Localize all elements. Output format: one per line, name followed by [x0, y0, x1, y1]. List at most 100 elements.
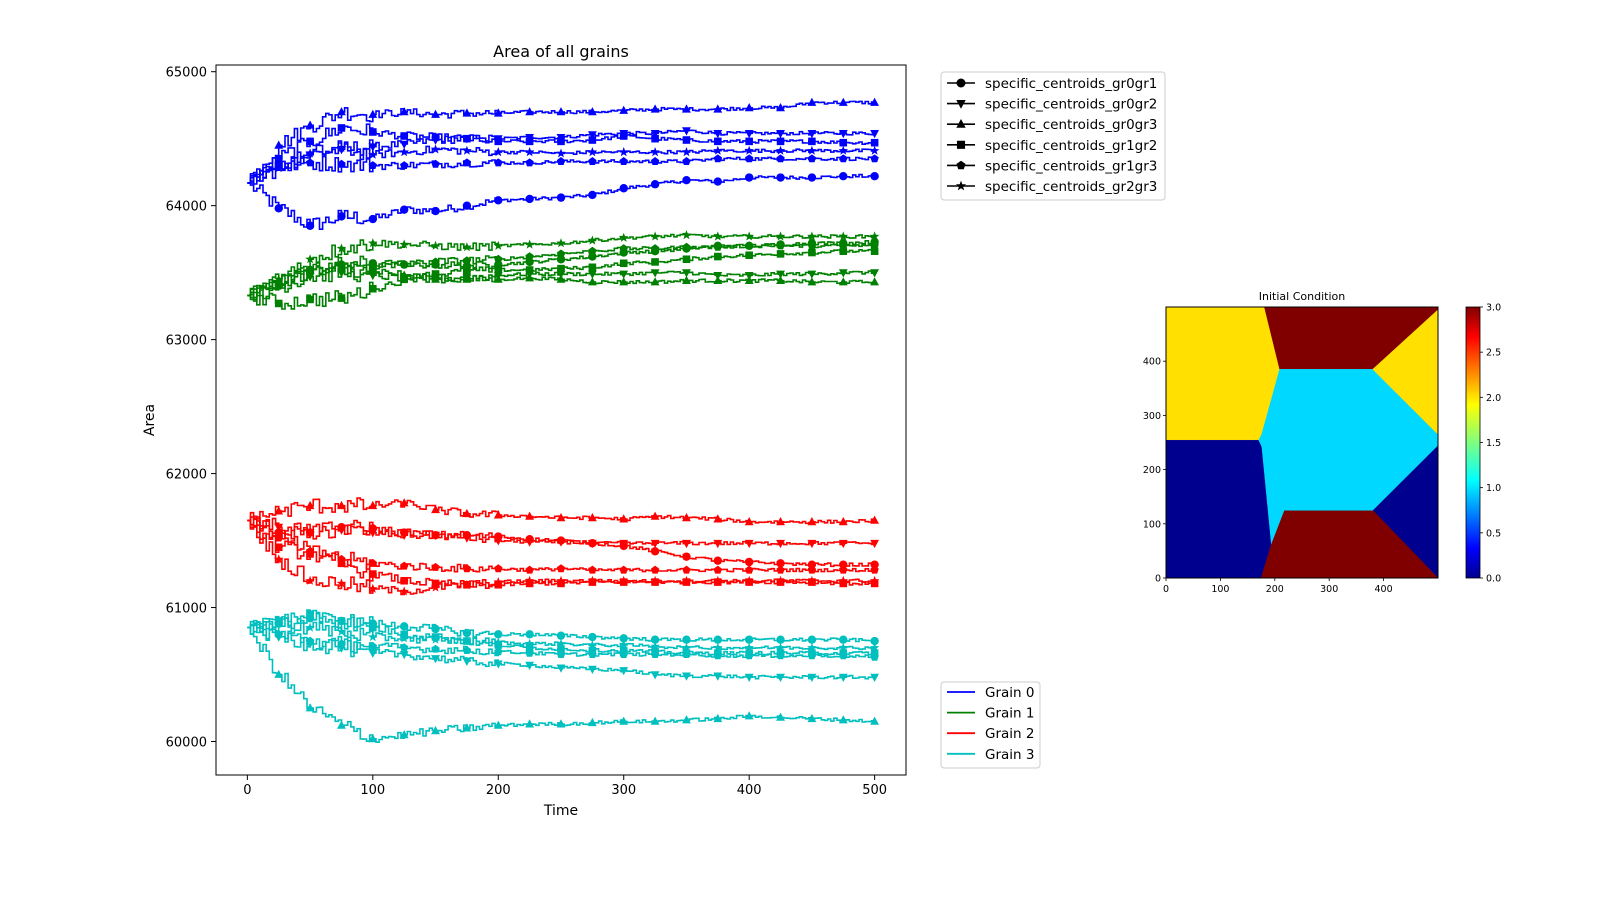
data-point-marker — [713, 556, 723, 565]
data-point-marker — [869, 575, 880, 585]
data-point-marker — [399, 651, 409, 660]
data-point-marker — [274, 533, 283, 542]
data-point-marker — [430, 634, 441, 644]
data-point-marker — [273, 618, 284, 628]
grain-region-value-2 — [1165, 306, 1280, 441]
data-point-marker — [650, 671, 660, 680]
star-marker-icon — [955, 180, 967, 191]
data-point-marker — [524, 638, 535, 648]
heatmap-y-tick-label: 400 — [1143, 357, 1161, 368]
data-point-marker — [588, 539, 597, 549]
data-point-marker — [525, 194, 534, 204]
series-line-grain3-triangle-up — [247, 623, 876, 743]
data-point-marker — [870, 539, 879, 549]
data-point-marker — [368, 109, 378, 118]
data-point-marker — [337, 124, 346, 132]
data-point-marker — [682, 136, 691, 144]
data-point-marker — [682, 672, 691, 681]
data-point-marker — [556, 575, 566, 585]
data-point-marker — [494, 564, 503, 573]
data-point-marker — [807, 713, 817, 723]
data-point-marker — [524, 147, 535, 157]
data-point-marker — [557, 137, 565, 146]
x-tick-label: 0 — [243, 783, 251, 798]
data-point-marker — [337, 294, 346, 302]
data-point-marker — [431, 274, 440, 283]
data-point-marker — [588, 513, 597, 522]
grain-legend-entry: Grain 0 — [947, 685, 1034, 701]
data-point-marker — [619, 634, 628, 643]
data-point-marker — [462, 274, 472, 283]
data-point-marker — [744, 130, 754, 139]
data-point-marker — [462, 201, 472, 210]
heatmap-x-tick-label: 300 — [1320, 584, 1338, 595]
heatmap-y-tick-label: 100 — [1143, 519, 1161, 530]
data-point-marker — [838, 231, 849, 241]
marker-legend-label: specific_centroids_gr0gr3 — [985, 117, 1157, 133]
marker-legend-label: specific_centroids_gr1gr3 — [985, 158, 1157, 174]
data-point-marker — [274, 281, 283, 290]
data-point-marker — [839, 565, 848, 574]
data-point-marker — [807, 635, 817, 644]
data-point-marker — [807, 130, 817, 139]
data-point-marker — [776, 635, 785, 644]
data-point-marker — [368, 642, 377, 650]
data-point-marker — [839, 154, 848, 163]
data-point-marker — [807, 277, 817, 286]
data-point-marker — [807, 241, 817, 250]
data-point-marker — [650, 130, 660, 139]
data-point-marker — [838, 277, 848, 286]
data-point-marker — [744, 173, 754, 182]
data-point-marker — [870, 673, 879, 682]
triangle-up-marker-icon — [956, 119, 966, 128]
data-point-marker — [619, 244, 628, 253]
data-point-marker — [274, 506, 284, 515]
data-point-marker — [682, 255, 691, 264]
y-tick-label: 61000 — [166, 602, 207, 617]
heatmap-grain-regions — [1165, 306, 1439, 579]
heatmap-x-tick-label: 200 — [1266, 584, 1284, 595]
data-point-marker — [714, 252, 722, 261]
data-point-marker — [713, 275, 723, 284]
marker-legend-entry: specific_centroids_gr0gr3 — [947, 117, 1157, 133]
data-point-marker — [494, 630, 503, 639]
grain-legend-label: Grain 1 — [985, 706, 1034, 722]
data-point-marker — [775, 231, 786, 241]
data-point-marker — [556, 564, 566, 573]
data-point-marker — [839, 247, 848, 255]
grain-legend-label: Grain 0 — [985, 685, 1034, 701]
x-tick-label: 200 — [486, 783, 511, 798]
data-point-marker — [368, 143, 378, 152]
data-point-marker — [650, 104, 660, 113]
data-point-marker — [744, 711, 754, 720]
data-point-marker — [681, 147, 692, 157]
data-point-marker — [838, 539, 848, 549]
marker-legend-label: specific_centroids_gr0gr1 — [985, 76, 1157, 92]
data-point-marker — [776, 241, 785, 250]
data-point-marker — [650, 180, 660, 189]
data-point-marker — [619, 157, 628, 165]
data-point-marker — [494, 196, 503, 205]
data-point-marker — [776, 712, 785, 721]
data-point-marker — [744, 103, 754, 112]
data-point-marker — [745, 241, 754, 250]
data-point-marker — [462, 242, 472, 252]
data-point-marker — [431, 206, 440, 216]
data-point-marker — [274, 523, 284, 532]
marker-legend-label: specific_centroids_gr1gr2 — [985, 138, 1157, 154]
data-point-marker — [588, 246, 597, 255]
data-point-marker — [494, 641, 503, 649]
data-point-marker — [650, 635, 660, 644]
circle-marker-icon — [956, 78, 966, 88]
data-point-marker — [870, 154, 879, 163]
data-point-marker — [524, 575, 535, 585]
data-point-marker — [493, 108, 503, 117]
data-point-marker — [305, 221, 315, 230]
initial-condition-heatmap: Initial Condition 0 100 200 300 400 0 100 200 3… — [1143, 290, 1439, 595]
data-point-marker — [682, 552, 691, 561]
colorbar-tick-label: 1.0 — [1486, 483, 1501, 494]
data-point-marker — [431, 655, 440, 664]
data-point-marker — [650, 539, 660, 549]
data-point-marker — [650, 231, 660, 241]
data-point-marker — [650, 277, 660, 286]
